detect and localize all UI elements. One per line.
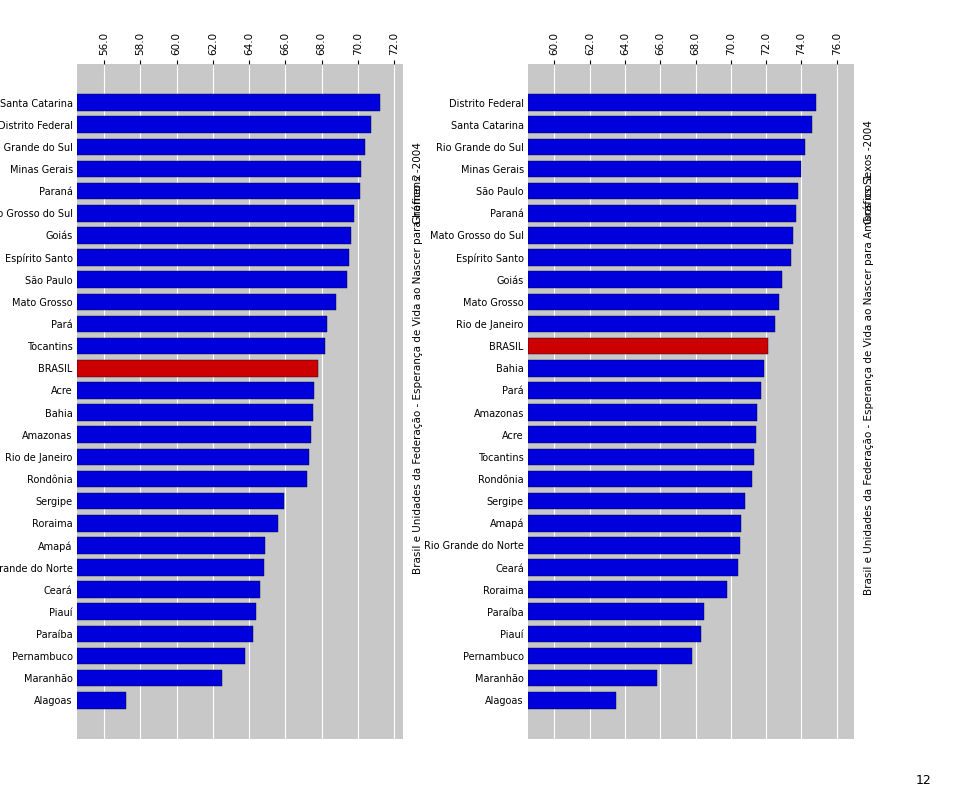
Bar	[77, 227, 350, 244]
Bar	[528, 205, 796, 222]
Bar	[528, 293, 779, 310]
Bar	[528, 116, 812, 133]
Text: Brasil e Unidades da Federação - Esperança de Vida ao Nascer para homens -2004: Brasil e Unidades da Federação - Esperan…	[413, 142, 422, 574]
Bar	[77, 95, 379, 111]
Bar	[528, 404, 757, 421]
Bar	[77, 537, 265, 553]
Bar	[77, 161, 362, 177]
Text: Gráfico 1: Gráfico 1	[864, 173, 874, 224]
Bar	[528, 227, 793, 244]
Bar	[77, 515, 278, 532]
Bar	[77, 293, 336, 310]
Bar	[528, 603, 705, 620]
Bar	[528, 271, 782, 288]
Bar	[77, 692, 126, 708]
Bar	[528, 426, 756, 443]
Bar	[528, 250, 791, 266]
Bar	[77, 559, 264, 576]
Bar	[528, 471, 752, 487]
Bar	[77, 338, 325, 355]
Bar	[528, 338, 768, 355]
Bar	[77, 404, 313, 421]
Bar	[77, 426, 311, 443]
Bar	[77, 183, 360, 200]
Bar	[77, 116, 371, 133]
Bar	[77, 648, 246, 665]
Bar	[528, 138, 805, 155]
Text: Gráfico 2: Gráfico 2	[413, 173, 422, 224]
Bar	[528, 161, 802, 177]
Bar	[77, 581, 260, 598]
Bar	[528, 559, 738, 576]
Bar	[528, 581, 728, 598]
Bar	[528, 448, 754, 465]
Bar	[77, 316, 327, 332]
Bar	[77, 271, 347, 288]
Bar	[77, 603, 256, 620]
Bar	[528, 382, 761, 399]
Bar	[528, 670, 657, 687]
Bar	[77, 250, 348, 266]
Bar	[77, 360, 318, 377]
Bar	[77, 448, 309, 465]
Bar	[77, 626, 252, 642]
Bar	[528, 515, 741, 532]
Bar	[528, 692, 616, 708]
Bar	[77, 205, 354, 222]
Text: Brasil e Unidades da Federação - Esperança de Vida ao Nascer para Ambos os Sexos: Brasil e Unidades da Federação - Esperan…	[864, 120, 874, 595]
Bar	[528, 648, 692, 665]
Bar	[528, 95, 816, 111]
Bar	[77, 670, 222, 687]
Bar	[77, 493, 283, 510]
Bar	[528, 360, 764, 377]
Bar	[528, 183, 798, 200]
Bar	[528, 626, 701, 642]
Bar	[528, 316, 775, 332]
Bar	[528, 537, 740, 553]
Bar	[528, 493, 745, 510]
Text: 12: 12	[916, 774, 931, 787]
Bar	[77, 382, 314, 399]
Bar	[77, 138, 365, 155]
Bar	[77, 471, 307, 487]
